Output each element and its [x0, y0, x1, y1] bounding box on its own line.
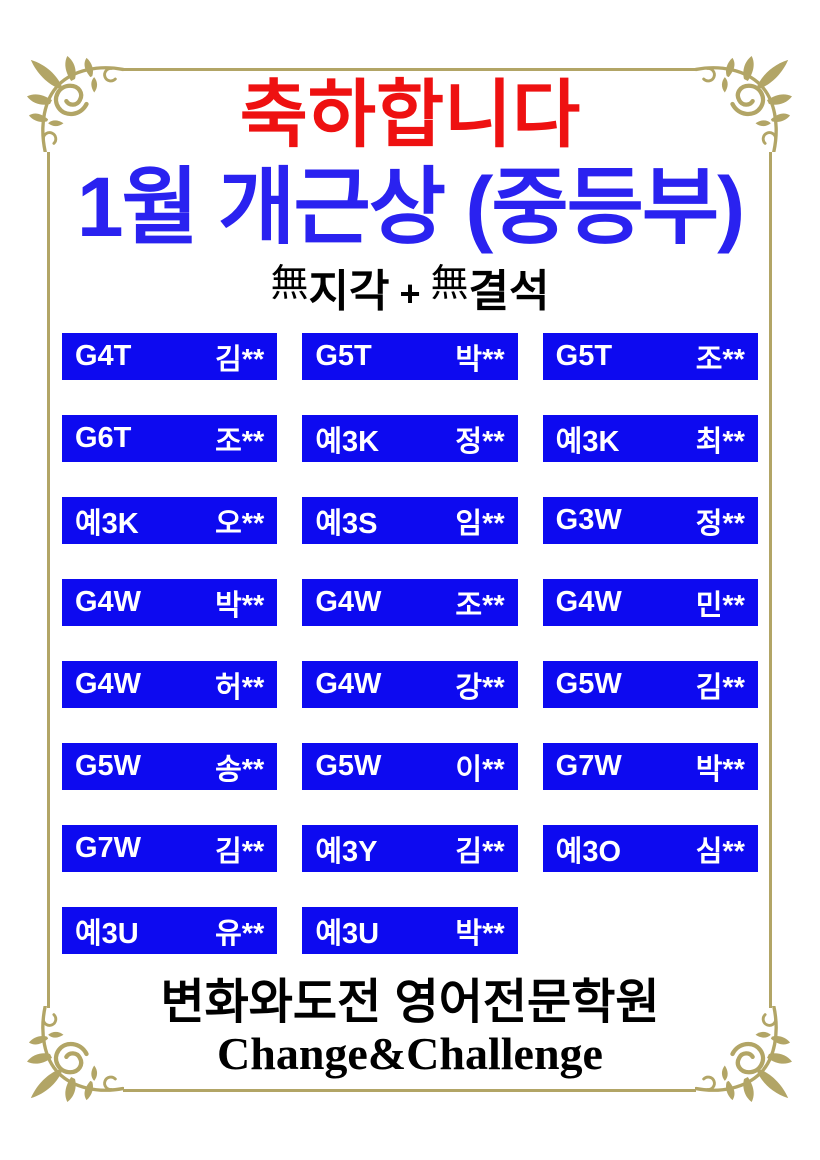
badge-class-label: G4W: [75, 668, 142, 700]
badge-class-label: 예3U: [75, 917, 139, 950]
badge-class-label: G5T: [555, 340, 613, 372]
congrats-title: 축하합니다: [239, 73, 581, 156]
badge: G4W 허**: [62, 661, 278, 708]
badge-class-label: G5T: [315, 340, 372, 372]
frame-line-top: [123, 68, 696, 71]
badge: G5T 박**: [302, 333, 518, 380]
badge-class-label: G4W: [315, 586, 382, 618]
badge-grid: G4T 김** G5T 박** G5T 조** G6T 조** 예3K 정** …: [62, 333, 758, 954]
badge: G3W 정**: [542, 497, 758, 544]
badge-class-label: 예3O: [555, 835, 622, 868]
badge-student-name: 조**: [215, 425, 265, 458]
badge-class-label: G5W: [555, 668, 622, 700]
badge-student-name: 조**: [455, 589, 505, 622]
attendance-criteria: 無지각 + 無결석: [0, 262, 820, 319]
badge: 예3S 임**: [302, 497, 518, 544]
frame-line-left: [47, 152, 50, 1008]
criteria-absent-label: 결석: [468, 267, 550, 316]
badge-student-name: 김**: [215, 343, 265, 376]
plus-sign: +: [399, 273, 421, 314]
certificate-frame: [27, 56, 792, 1102]
badge: G4W 조**: [302, 579, 518, 626]
no-symbol: 無: [430, 263, 469, 305]
badge-class-label: 예3K: [315, 425, 380, 458]
badge: G5T 조**: [542, 333, 758, 380]
corner-flourish-icon: [695, 56, 793, 152]
badge: G5W 김**: [542, 661, 758, 708]
badge: G5W 이**: [302, 743, 518, 790]
badge-class-label: G4W: [75, 586, 142, 618]
badge: G7W 김**: [62, 825, 278, 872]
badge-class-label: 예3S: [315, 507, 378, 540]
badge-class-label: G4W: [555, 586, 622, 618]
badge: G5W 송**: [62, 743, 278, 790]
frame-line-right: [769, 152, 772, 1008]
badge: 예3U 유**: [62, 907, 278, 954]
badge: G4T 김**: [62, 333, 278, 380]
badge-class-label: G5W: [315, 750, 382, 782]
badge: 예3K 오**: [62, 497, 278, 544]
badge: 예3K 정**: [302, 415, 518, 462]
badge: 예3Y 김**: [302, 825, 518, 872]
badge-student-name: 유**: [215, 917, 265, 950]
badge-student-name: 정**: [455, 425, 505, 458]
badge-class-label: G7W: [555, 750, 622, 782]
badge: 예3O 심**: [542, 825, 758, 872]
badge-student-name: 조**: [695, 343, 745, 376]
award-title: 1월 개근상 (중등부): [76, 160, 745, 254]
badge: G4W 박**: [62, 579, 278, 626]
badge-student-name: 정**: [695, 507, 745, 540]
academy-name-english: Change&Challenge: [217, 1028, 603, 1079]
corner-flourish-icon: [695, 1006, 793, 1102]
badge-student-name: 박**: [455, 343, 505, 376]
badge-student-name: 강**: [455, 671, 505, 704]
badge-student-name: 박**: [215, 589, 265, 622]
badge-student-name: 허**: [215, 671, 265, 704]
badge-student-name: 박**: [695, 753, 745, 786]
badge-class-label: G4T: [75, 340, 132, 372]
badge-class-label: 예3U: [315, 917, 380, 950]
badge-student-name: 이**: [455, 753, 505, 786]
badge-class-label: G5W: [75, 750, 142, 782]
badge-class-label: G4W: [315, 668, 382, 700]
corner-flourish-icon: [26, 1006, 124, 1102]
badge-student-name: 송**: [215, 753, 265, 786]
badge: 예3K 최**: [542, 415, 758, 462]
badge-student-name: 민**: [695, 589, 745, 622]
badge-class-label: 예3K: [75, 507, 139, 540]
badge-student-name: 김**: [695, 671, 745, 704]
badge: G4W 민**: [542, 579, 758, 626]
badge-student-name: 오**: [215, 507, 265, 540]
badge-class-label: G6T: [75, 422, 132, 454]
badge-student-name: 심**: [695, 835, 745, 868]
badge-student-name: 박**: [455, 917, 505, 950]
academy-name-korean: 변화와도전 영어전문학원: [160, 976, 660, 1029]
badge-student-name: 김**: [455, 835, 505, 868]
no-symbol: 無: [270, 263, 309, 305]
badge: G7W 박**: [542, 743, 758, 790]
badge: 예3U 박**: [302, 907, 518, 954]
frame-line-bottom: [123, 1089, 696, 1092]
badge: G4W 강**: [302, 661, 518, 708]
badge-student-name: 김**: [215, 835, 265, 868]
criteria-late-label: 지각: [308, 267, 390, 316]
badge-class-label: 예3K: [555, 425, 620, 458]
badge-student-name: 임**: [455, 507, 505, 540]
badge-class-label: 예3Y: [315, 835, 378, 868]
badge-class-label: G3W: [555, 504, 622, 536]
corner-flourish-icon: [26, 56, 124, 152]
badge: G6T 조**: [62, 415, 278, 462]
badge-class-label: G7W: [75, 832, 142, 864]
badge-student-name: 최**: [695, 425, 745, 458]
